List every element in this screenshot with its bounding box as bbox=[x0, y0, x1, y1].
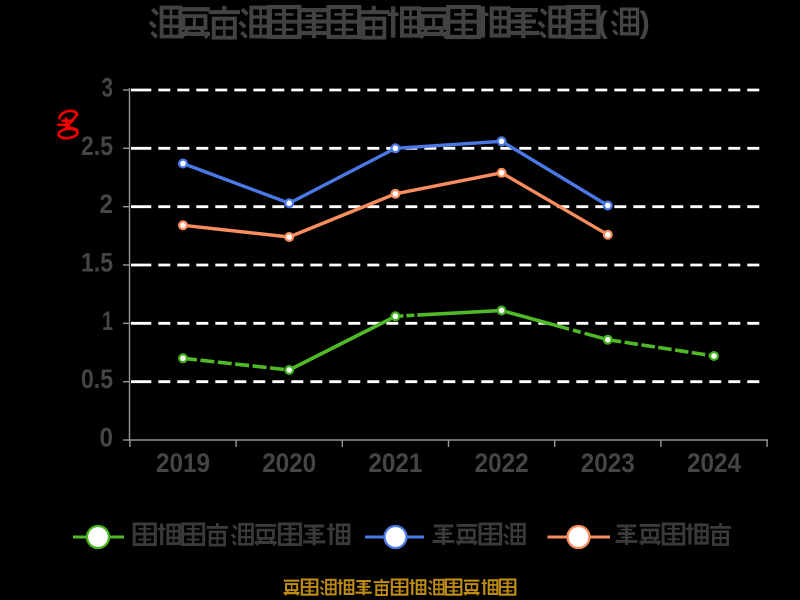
svg-text:2023: 2023 bbox=[581, 448, 635, 478]
svg-text:3: 3 bbox=[102, 73, 114, 103]
svg-text:0: 0 bbox=[100, 423, 114, 453]
svg-text:2024: 2024 bbox=[687, 448, 741, 478]
svg-text:2020: 2020 bbox=[262, 448, 316, 478]
svg-text:2021: 2021 bbox=[368, 448, 422, 478]
svg-text:): ) bbox=[640, 5, 650, 40]
svg-text:(: ( bbox=[598, 5, 609, 40]
svg-text:1.5: 1.5 bbox=[81, 248, 113, 278]
svg-text:1: 1 bbox=[102, 306, 113, 336]
svg-text:2019: 2019 bbox=[156, 448, 210, 478]
svg-text:2.5: 2.5 bbox=[81, 131, 113, 161]
svg-text:0.5: 0.5 bbox=[81, 364, 113, 394]
svg-text:2022: 2022 bbox=[475, 448, 529, 478]
svg-text:2: 2 bbox=[100, 189, 114, 219]
